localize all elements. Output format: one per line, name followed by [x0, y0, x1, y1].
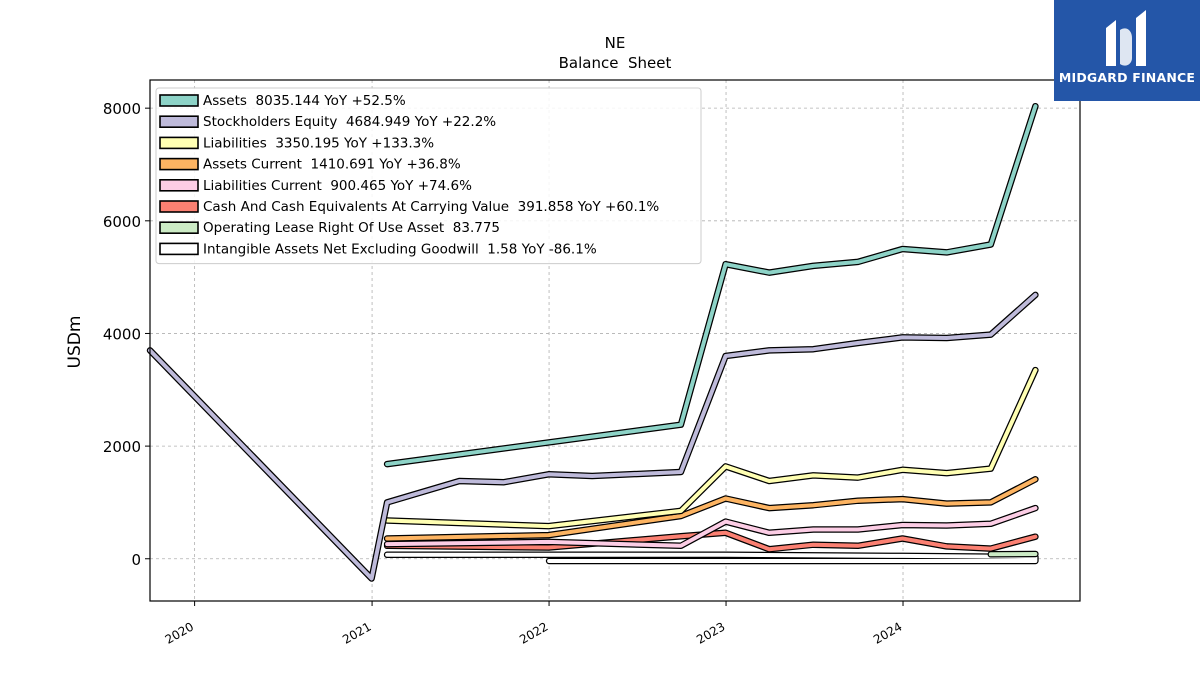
legend-swatch [159, 157, 199, 171]
y-tick-label: 4000 [103, 325, 141, 343]
x-tick-label: 2024 [871, 619, 904, 646]
legend-item: Operating Lease Right Of Use Asset 83.77… [159, 220, 500, 236]
legend-label: Cash And Cash Equivalents At Carrying Va… [203, 199, 659, 215]
x-tick-label: 2022 [517, 619, 550, 646]
legend-label: Operating Lease Right Of Use Asset 83.77… [203, 220, 500, 236]
series-line [383, 529, 1039, 553]
legend-swatch [159, 179, 199, 192]
legend-item: Stockholders Equity 4684.949 YoY +22.2% [159, 114, 496, 130]
legend-swatch [159, 221, 199, 234]
legend-swatch [159, 200, 199, 213]
series-line [383, 102, 1039, 468]
series-line [383, 504, 1039, 550]
x-tick-label: 2021 [340, 619, 373, 646]
y-axis: 0 2000 4000 6000 8000 [103, 100, 150, 569]
legend-item: Liabilities Current 900.465 YoY +74.6% [159, 178, 472, 194]
y-tick-label: 2000 [103, 438, 141, 456]
legend-swatch [159, 136, 199, 150]
plot-frame [149, 79, 1081, 602]
legend-item: Assets 8035.144 YoY +52.5% [159, 93, 406, 109]
brand-mark-icon [1106, 10, 1146, 66]
y-tick-label: 6000 [103, 213, 141, 231]
legend-swatch [159, 242, 199, 256]
x-axis: 2020 2021 2022 2023 2024 [163, 601, 905, 647]
x-tick-label: 2023 [694, 619, 727, 646]
legend-label: Stockholders Equity 4684.949 YoY +22.2% [203, 114, 496, 130]
series-line [383, 366, 1039, 530]
brand-logo: MIDGARD FINANCE [1054, 0, 1200, 101]
brand-name: MIDGARD FINANCE [1058, 70, 1196, 85]
legend-label: Liabilities 3350.195 YoY +133.3% [203, 135, 434, 151]
legend-label: Assets 8035.144 YoY +52.5% [203, 93, 406, 109]
legend-label: Intangible Assets Net Excluding Goodwill… [203, 241, 597, 257]
x-tick-label: 2020 [163, 619, 196, 646]
series-line [383, 476, 1039, 542]
legend-label: Assets Current 1410.691 YoY +36.8% [203, 157, 461, 173]
legend-label: Liabilities Current 900.465 YoY +74.6% [203, 178, 472, 194]
legend-swatch [159, 115, 199, 128]
y-tick-label: 0 [131, 551, 141, 569]
legend-swatch [159, 94, 199, 107]
legend-box [155, 87, 702, 265]
legend-item: Intangible Assets Net Excluding Goodwill… [159, 241, 597, 257]
series-line [146, 291, 1039, 582]
legend-item: Assets Current 1410.691 YoY +36.8% [159, 157, 461, 173]
legend-item: Liabilities 3350.195 YoY +133.3% [159, 135, 434, 151]
y-axis-label: USDm [65, 316, 85, 369]
series-layer [146, 102, 1039, 582]
y-tick-label: 8000 [103, 100, 141, 118]
legend: Assets 8035.144 YoY +52.5% Stockholders E… [155, 87, 702, 265]
legend-item: Cash And Cash Equivalents At Carrying Va… [159, 199, 659, 215]
chart-subtitle: Balance Sheet [559, 54, 672, 72]
chart-title: NE [605, 34, 626, 52]
series-line [383, 551, 1039, 565]
